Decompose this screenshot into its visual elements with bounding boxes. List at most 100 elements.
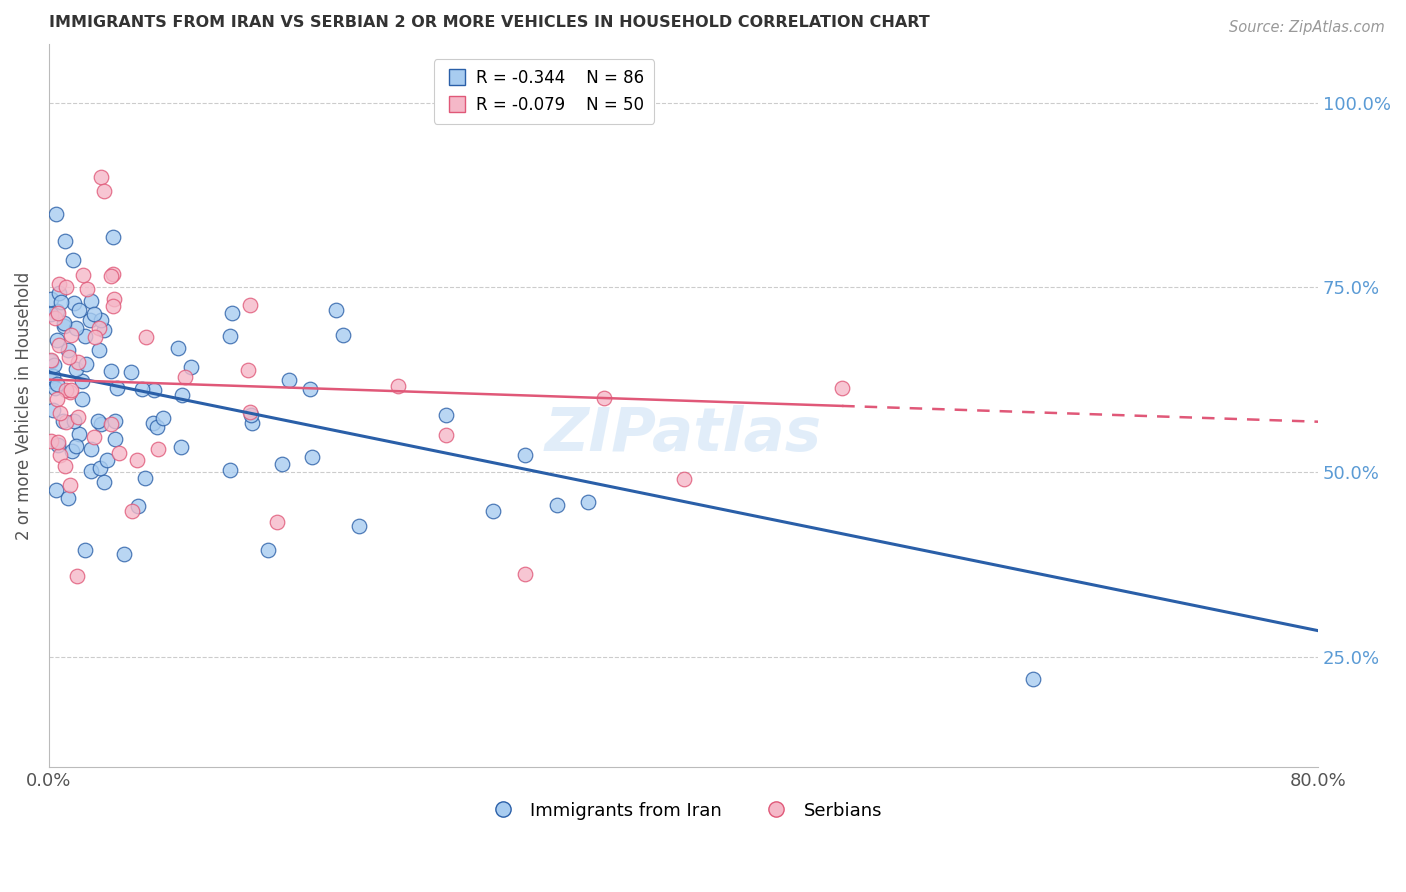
Point — [125, 453, 148, 467]
Point — [39, 434, 62, 448]
Point — [93, 475, 115, 489]
Point — [63, 414, 86, 428]
Point — [127, 499, 149, 513]
Point — [103, 292, 125, 306]
Point — [96, 452, 118, 467]
Point — [55, 383, 77, 397]
Point — [65, 321, 87, 335]
Y-axis label: 2 or more Vehicles in Household: 2 or more Vehicles in Household — [15, 271, 32, 540]
Point — [100, 417, 122, 432]
Point — [49, 295, 72, 310]
Point — [271, 458, 294, 472]
Point — [75, 357, 97, 371]
Point — [131, 382, 153, 396]
Point — [65, 439, 87, 453]
Point — [44, 310, 66, 325]
Point — [83, 307, 105, 321]
Point — [39, 307, 62, 321]
Point — [221, 306, 243, 320]
Point — [67, 355, 90, 369]
Point — [49, 406, 72, 420]
Point — [90, 313, 112, 327]
Point — [48, 338, 70, 352]
Point — [65, 362, 87, 376]
Text: ZIPatlas: ZIPatlas — [546, 405, 823, 464]
Point — [325, 303, 347, 318]
Point — [240, 417, 263, 431]
Point — [53, 459, 76, 474]
Point — [46, 437, 69, 451]
Point — [87, 321, 110, 335]
Point — [73, 329, 96, 343]
Point — [39, 354, 62, 368]
Point — [332, 327, 354, 342]
Point — [46, 306, 69, 320]
Point — [56, 491, 79, 505]
Point — [59, 477, 82, 491]
Point — [83, 429, 105, 443]
Point — [66, 410, 89, 425]
Point — [238, 297, 260, 311]
Point — [546, 498, 568, 512]
Point — [93, 185, 115, 199]
Point — [174, 370, 197, 384]
Point — [42, 403, 65, 417]
Point — [387, 379, 409, 393]
Point — [240, 408, 263, 422]
Legend: Immigrants from Iran, Serbians: Immigrants from Iran, Serbians — [478, 795, 889, 827]
Point — [576, 495, 599, 509]
Point — [143, 383, 166, 397]
Point — [672, 472, 695, 486]
Point — [39, 292, 62, 306]
Point — [45, 392, 67, 406]
Point — [256, 542, 278, 557]
Point — [101, 267, 124, 281]
Point — [53, 318, 76, 333]
Point — [120, 365, 142, 379]
Point — [80, 442, 103, 456]
Text: IMMIGRANTS FROM IRAN VS SERBIAN 2 OR MORE VEHICLES IN HOUSEHOLD CORRELATION CHAR: IMMIGRANTS FROM IRAN VS SERBIAN 2 OR MOR… — [49, 15, 929, 30]
Point — [1021, 672, 1043, 686]
Point — [219, 463, 242, 477]
Point — [53, 234, 76, 248]
Point — [44, 359, 66, 373]
Point — [513, 448, 536, 462]
Point — [89, 461, 111, 475]
Point — [55, 280, 77, 294]
Point — [48, 448, 70, 462]
Point — [593, 391, 616, 405]
Point — [80, 294, 103, 309]
Point — [299, 382, 322, 396]
Point — [135, 329, 157, 343]
Point — [59, 384, 82, 398]
Point — [44, 381, 66, 395]
Point — [53, 317, 76, 331]
Point — [831, 381, 853, 395]
Point — [152, 410, 174, 425]
Point — [84, 329, 107, 343]
Point — [104, 414, 127, 428]
Point — [146, 420, 169, 434]
Point — [72, 268, 94, 282]
Point — [59, 384, 82, 399]
Point — [219, 329, 242, 343]
Point — [46, 435, 69, 450]
Point — [180, 360, 202, 375]
Point — [90, 417, 112, 432]
Point — [87, 343, 110, 358]
Point — [52, 414, 75, 428]
Point — [148, 442, 170, 457]
Point — [266, 515, 288, 529]
Point — [60, 443, 83, 458]
Point — [39, 353, 62, 368]
Point — [70, 374, 93, 388]
Point — [56, 343, 79, 357]
Point — [239, 405, 262, 419]
Point — [482, 504, 505, 518]
Point — [301, 450, 323, 464]
Point — [93, 323, 115, 337]
Point — [170, 388, 193, 402]
Point — [67, 302, 90, 317]
Point — [72, 392, 94, 407]
Text: Source: ZipAtlas.com: Source: ZipAtlas.com — [1229, 20, 1385, 35]
